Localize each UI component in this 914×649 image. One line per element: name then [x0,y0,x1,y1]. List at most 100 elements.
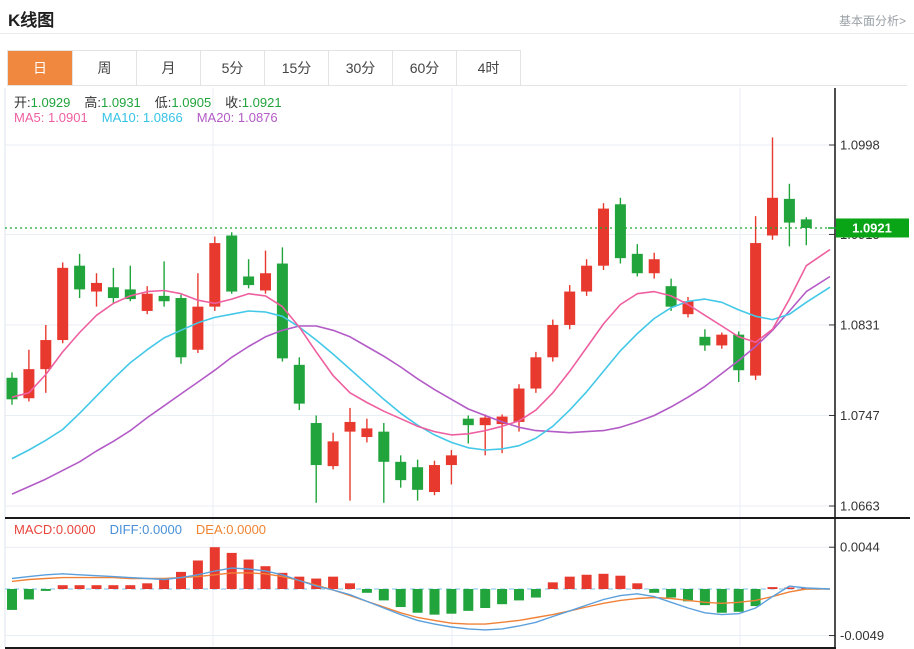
price-tick-label: 1.0747 [840,408,880,423]
candle-body [716,334,728,346]
candle-body [479,417,491,426]
macd-bar [784,587,795,589]
ohlc-0-value: 1.0929 [30,95,71,110]
macd-bar [176,571,186,589]
tab-日[interactable]: 日 [8,51,72,86]
macd-bar [345,583,355,589]
macd-bar [294,576,305,589]
macd-legend: MACD:0.0000 DIFF:0.0000 DEA:0.0000 [14,522,280,537]
current-price-badge: 1.0921 [828,218,909,238]
candle-body [57,267,69,341]
candle-body [6,377,18,400]
ohlc-3-value: 1.0921 [241,95,282,110]
ma-legend-0-label: MA5: [14,110,48,125]
macd-bar [767,587,778,589]
macd-bar [750,589,761,607]
candle-body [260,273,271,291]
tab-月[interactable]: 月 [136,51,200,86]
candle-body [530,357,542,389]
candle-body [598,208,609,266]
macd-bar [666,589,677,598]
ma-legend-1: MA10: 1.0866 [102,110,183,125]
macd-bar [395,589,406,608]
macd-bar [530,589,541,598]
tab-4时[interactable]: 4时 [456,51,520,86]
ma-legend-2-value: 1.0876 [237,110,278,125]
macd-legend-0-value: 0.0000 [55,522,96,537]
macd-bar [74,585,85,589]
candle-body [107,287,119,299]
tab-5分[interactable]: 5分 [200,51,264,86]
macd-bar [615,575,626,589]
candle-body [800,219,812,228]
price-tick-label: 1.0831 [840,317,880,332]
candle-body [344,421,356,432]
macd-bar [378,589,389,601]
candle-body [175,298,187,358]
macd-bar [226,552,237,589]
macd-legend-0: MACD:0.0000 [14,522,96,537]
candle-body [40,340,52,370]
macd-bar [480,589,491,608]
macd-bar [463,589,474,611]
candle-body [513,388,525,422]
macd-bar [716,589,727,613]
ohlc-3: 收:1.0921 [225,95,281,110]
candle-body [141,293,153,311]
candle-body [243,276,255,286]
macd-bar [514,589,524,601]
macd-bar [497,589,508,605]
macd-tick-label: 0.0044 [840,540,880,555]
candle-body [361,428,373,438]
ohlc-legend: 开:1.0929 高:1.0931 低:1.0905 收:1.0921 [14,92,296,111]
candle-body [192,306,204,350]
macd-bar [699,589,710,606]
macd-bar [277,572,288,589]
candle-body [581,265,593,292]
macd-bar [564,576,575,589]
candle-body [23,369,35,399]
macd-bar [311,578,322,589]
candle-body [429,465,440,492]
ma-legend-2-label: MA20: [196,110,238,125]
macd-legend-1-value: 0.0000 [142,522,182,537]
fundamental-analysis-link[interactable]: 基本面分析> [838,14,906,28]
macd-bar [209,547,220,589]
candle-body [496,416,508,425]
macd-histogram [7,547,812,615]
ohlc-2-value: 1.0905 [171,95,212,110]
candle-body [378,431,390,462]
macd-bar [40,589,51,591]
tab-周[interactable]: 周 [72,51,136,86]
ohlc-0-label: 开: [14,95,31,110]
ma-legend-1-label: MA10: [101,110,143,125]
macd-legend-2: DEA:0.0000 [196,522,266,537]
current-price-label: 1.0921 [852,221,892,236]
tab-15分[interactable]: 15分 [264,51,328,86]
tab-30分[interactable]: 30分 [328,51,392,86]
ma20-line [11,275,831,495]
ohlc-1-label: 高: [84,95,102,110]
macd-bar [361,589,372,593]
macd-bar [328,576,339,589]
candle-body [614,204,626,259]
ma-legend-1-value: 1.0866 [142,110,183,125]
macd-bar [598,573,609,589]
candle-body [412,467,424,490]
macd-bar [159,579,170,589]
candle-body [158,295,170,302]
period-tabbar: 日周月 5分 15分 30分 60分 4时 [7,50,521,86]
macd-bar [446,589,457,614]
tab-60分[interactable]: 60分 [392,51,456,86]
candle-body [631,253,643,274]
macd-bar [733,589,744,612]
macd-bar [91,585,102,589]
ma10-line [11,286,831,460]
macd-bar [108,585,119,589]
ma-legend: MA5: 1.0901 MA10: 1.0866 MA20: 1.0876 [14,110,292,125]
candle-body [547,324,559,358]
ohlc-1: 高:1.0931 [84,95,140,110]
candle-body [783,198,795,223]
